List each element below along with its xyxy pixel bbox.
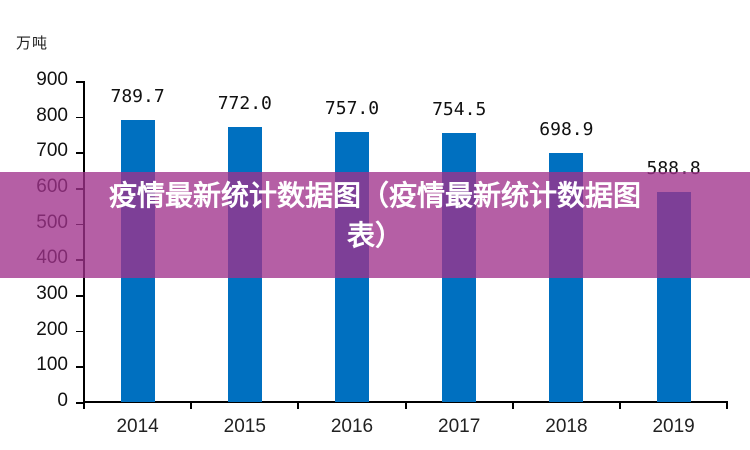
x-tick-mark [726, 401, 729, 409]
x-tick-mark [297, 401, 300, 409]
x-tick-mark [511, 401, 514, 409]
x-tick-label: 2019 [652, 416, 695, 437]
y-tick-label: 100 [36, 354, 68, 376]
y-tick-mark [76, 116, 84, 119]
x-tick-label: 2016 [330, 416, 374, 437]
overlay-title-line-2: 表） [346, 219, 403, 252]
bar-value-label: 772.0 [217, 92, 272, 114]
x-tick-mark [83, 401, 85, 409]
overlay-title-line-1: 疫情最新统计数据图（疫情最新统计数据图 [108, 179, 641, 212]
bar-value-label: 754.5 [432, 98, 487, 120]
x-tick-mark [190, 401, 193, 409]
x-tick-label: 2017 [438, 416, 481, 437]
y-axis-unit-label: 万吨 [16, 34, 49, 52]
y-tick-mark [76, 81, 84, 83]
title-overlay-band [0, 172, 750, 278]
x-tick-mark [404, 401, 407, 409]
y-tick-mark [76, 295, 84, 297]
x-tick-mark [619, 401, 621, 409]
y-tick-mark [76, 330, 84, 333]
bar-value-label: 789.7 [110, 86, 165, 108]
y-tick-mark [76, 402, 84, 404]
y-tick-label: 800 [36, 104, 68, 126]
y-tick-mark [76, 366, 84, 368]
x-tick-label: 2015 [223, 416, 266, 437]
y-tick-label: 900 [36, 69, 68, 90]
bar-value-label: 698.9 [539, 118, 594, 140]
x-tick-label: 2014 [116, 416, 159, 437]
y-tick-label: 700 [36, 140, 68, 162]
bar-value-label: 757.0 [324, 98, 380, 119]
overlay-title: 疫情最新统计数据图（疫情最新统计数据图 表） [0, 176, 750, 256]
y-tick-label: 200 [36, 318, 68, 340]
y-tick-label: 0 [57, 390, 68, 411]
x-tick-label: 2018 [545, 416, 588, 437]
y-tick-label: 300 [36, 283, 68, 304]
y-tick-mark [76, 152, 84, 154]
